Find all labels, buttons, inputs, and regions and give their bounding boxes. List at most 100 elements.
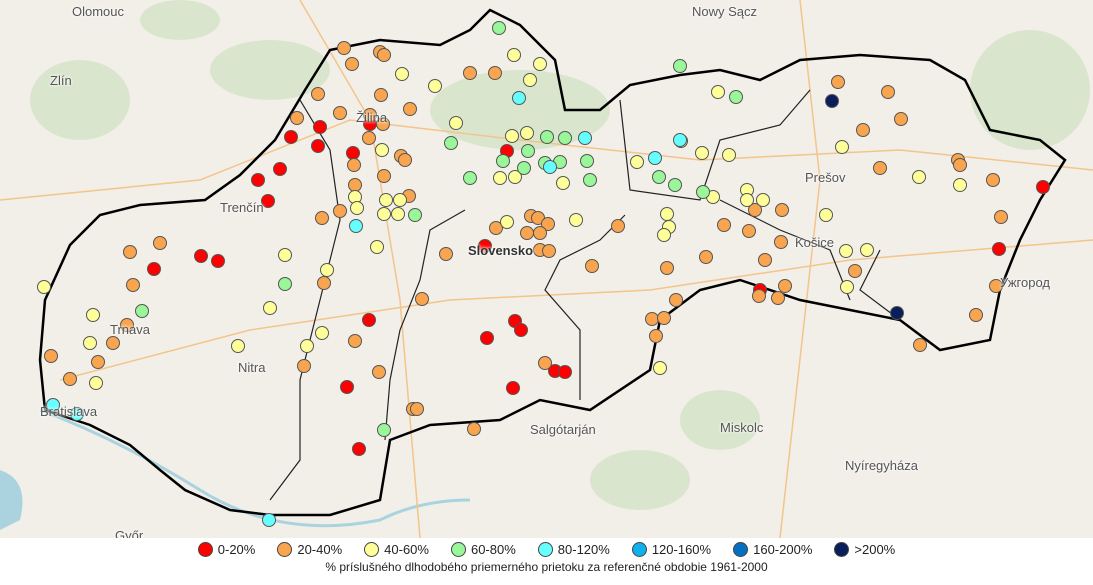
station-marker[interactable]: [492, 21, 506, 35]
station-marker[interactable]: [493, 171, 507, 185]
station-marker[interactable]: [512, 91, 526, 105]
station-marker[interactable]: [410, 402, 424, 416]
station-marker[interactable]: [840, 280, 854, 294]
station-marker[interactable]: [695, 146, 709, 160]
station-marker[interactable]: [953, 178, 967, 192]
station-marker[interactable]: [583, 173, 597, 187]
station-marker[interactable]: [848, 264, 862, 278]
station-marker[interactable]: [711, 85, 725, 99]
station-marker[interactable]: [657, 228, 671, 242]
station-marker[interactable]: [273, 162, 287, 176]
station-marker[interactable]: [673, 59, 687, 73]
station-marker[interactable]: [514, 323, 528, 337]
station-marker[interactable]: [556, 176, 570, 190]
station-marker[interactable]: [521, 144, 535, 158]
station-marker[interactable]: [653, 361, 667, 375]
station-marker[interactable]: [825, 94, 839, 108]
station-marker[interactable]: [362, 313, 376, 327]
station-marker[interactable]: [126, 278, 140, 292]
station-marker[interactable]: [44, 349, 58, 363]
station-marker[interactable]: [147, 262, 161, 276]
station-marker[interactable]: [123, 245, 137, 259]
station-marker[interactable]: [543, 160, 557, 174]
station-marker[interactable]: [742, 224, 756, 238]
station-marker[interactable]: [569, 213, 583, 227]
station-marker[interactable]: [346, 146, 360, 160]
station-marker[interactable]: [70, 407, 84, 421]
station-marker[interactable]: [558, 131, 572, 145]
station-marker[interactable]: [377, 207, 391, 221]
station-marker[interactable]: [349, 219, 363, 233]
station-marker[interactable]: [696, 185, 710, 199]
station-marker[interactable]: [313, 120, 327, 134]
station-marker[interactable]: [347, 158, 361, 172]
station-marker[interactable]: [507, 48, 521, 62]
station-marker[interactable]: [986, 173, 1000, 187]
station-marker[interactable]: [340, 380, 354, 394]
station-marker[interactable]: [578, 131, 592, 145]
station-marker[interactable]: [297, 359, 311, 373]
station-marker[interactable]: [873, 161, 887, 175]
station-marker[interactable]: [393, 193, 407, 207]
station-marker[interactable]: [263, 301, 277, 315]
station-marker[interactable]: [989, 279, 1003, 293]
station-marker[interactable]: [333, 204, 347, 218]
station-marker[interactable]: [496, 154, 510, 168]
station-marker[interactable]: [46, 398, 60, 412]
station-marker[interactable]: [489, 221, 503, 235]
station-marker[interactable]: [913, 338, 927, 352]
station-marker[interactable]: [881, 85, 895, 99]
station-marker[interactable]: [467, 422, 481, 436]
station-marker[interactable]: [774, 235, 788, 249]
station-marker[interactable]: [520, 226, 534, 240]
station-marker[interactable]: [645, 312, 659, 326]
station-marker[interactable]: [91, 355, 105, 369]
station-marker[interactable]: [541, 217, 555, 231]
station-marker[interactable]: [398, 153, 412, 167]
station-marker[interactable]: [211, 254, 225, 268]
station-marker[interactable]: [278, 248, 292, 262]
station-marker[interactable]: [580, 154, 594, 168]
station-marker[interactable]: [377, 169, 391, 183]
station-marker[interactable]: [337, 41, 351, 55]
station-marker[interactable]: [912, 170, 926, 184]
map-canvas[interactable]: [0, 0, 1093, 538]
station-marker[interactable]: [756, 193, 770, 207]
station-marker[interactable]: [251, 173, 265, 187]
station-marker[interactable]: [660, 207, 674, 221]
station-marker[interactable]: [363, 108, 377, 122]
station-marker[interactable]: [463, 66, 477, 80]
station-marker[interactable]: [290, 111, 304, 125]
station-marker[interactable]: [722, 148, 736, 162]
station-marker[interactable]: [660, 261, 674, 275]
station-marker[interactable]: [648, 151, 662, 165]
station-marker[interactable]: [395, 67, 409, 81]
station-marker[interactable]: [315, 326, 329, 340]
station-marker[interactable]: [538, 356, 552, 370]
station-marker[interactable]: [320, 263, 334, 277]
station-marker[interactable]: [449, 116, 463, 130]
station-marker[interactable]: [315, 211, 329, 225]
station-marker[interactable]: [37, 280, 51, 294]
station-marker[interactable]: [439, 247, 453, 261]
station-marker[interactable]: [362, 131, 376, 145]
station-marker[interactable]: [194, 249, 208, 263]
station-marker[interactable]: [657, 311, 671, 325]
station-marker[interactable]: [533, 226, 547, 240]
station-marker[interactable]: [231, 339, 245, 353]
station-marker[interactable]: [317, 276, 331, 290]
station-marker[interactable]: [533, 57, 547, 71]
station-marker[interactable]: [778, 279, 792, 293]
station-marker[interactable]: [106, 336, 120, 350]
station-marker[interactable]: [835, 140, 849, 154]
station-marker[interactable]: [377, 48, 391, 62]
station-marker[interactable]: [775, 203, 789, 217]
station-marker[interactable]: [284, 130, 298, 144]
station-marker[interactable]: [120, 318, 134, 332]
station-marker[interactable]: [83, 336, 97, 350]
station-marker[interactable]: [415, 292, 429, 306]
station-marker[interactable]: [831, 75, 845, 89]
station-marker[interactable]: [262, 513, 276, 527]
station-marker[interactable]: [630, 155, 644, 169]
station-marker[interactable]: [856, 123, 870, 137]
